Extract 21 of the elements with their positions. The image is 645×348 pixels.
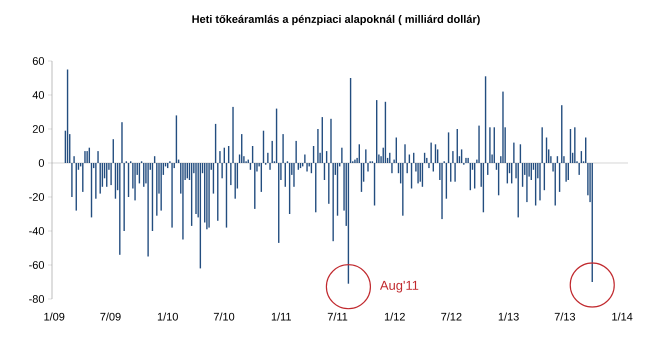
annotation: Aug'11	[380, 280, 418, 292]
y-tick-label: -20	[29, 193, 44, 201]
y-tick-label: -60	[29, 261, 44, 269]
chart-title: Heti tőkeáramlás a pénzpiaci alapoknál ( milliárd dollár)	[192, 14, 480, 26]
x-tick-label: 1/12	[384, 312, 405, 321]
x-tick-label: 7/11	[328, 312, 348, 321]
x-tick-label: 1/10	[158, 312, 178, 321]
y-tick-label: 60	[32, 57, 44, 65]
x-tick-label: 7/12	[441, 312, 462, 321]
x-tick-label: 1/11	[272, 312, 291, 321]
x-tick-label: 7/09	[100, 312, 121, 321]
x-tick-label: 1/13	[498, 312, 519, 321]
x-tick-label: 7/10	[214, 312, 234, 321]
x-tick-label: 1/14	[612, 312, 632, 321]
y-tick-label: 40	[32, 91, 44, 99]
y-tick-label: -40	[29, 227, 44, 235]
x-tick-label: 7/13	[554, 312, 576, 321]
y-tick-label: 0	[38, 159, 44, 167]
y-tick-label: -80	[29, 295, 44, 303]
y-tick-label: 20	[32, 125, 44, 133]
x-tick-label: 1/09	[44, 312, 64, 321]
